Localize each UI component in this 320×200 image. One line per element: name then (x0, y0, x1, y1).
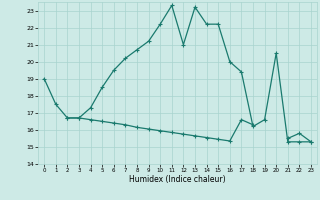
X-axis label: Humidex (Indice chaleur): Humidex (Indice chaleur) (129, 175, 226, 184)
